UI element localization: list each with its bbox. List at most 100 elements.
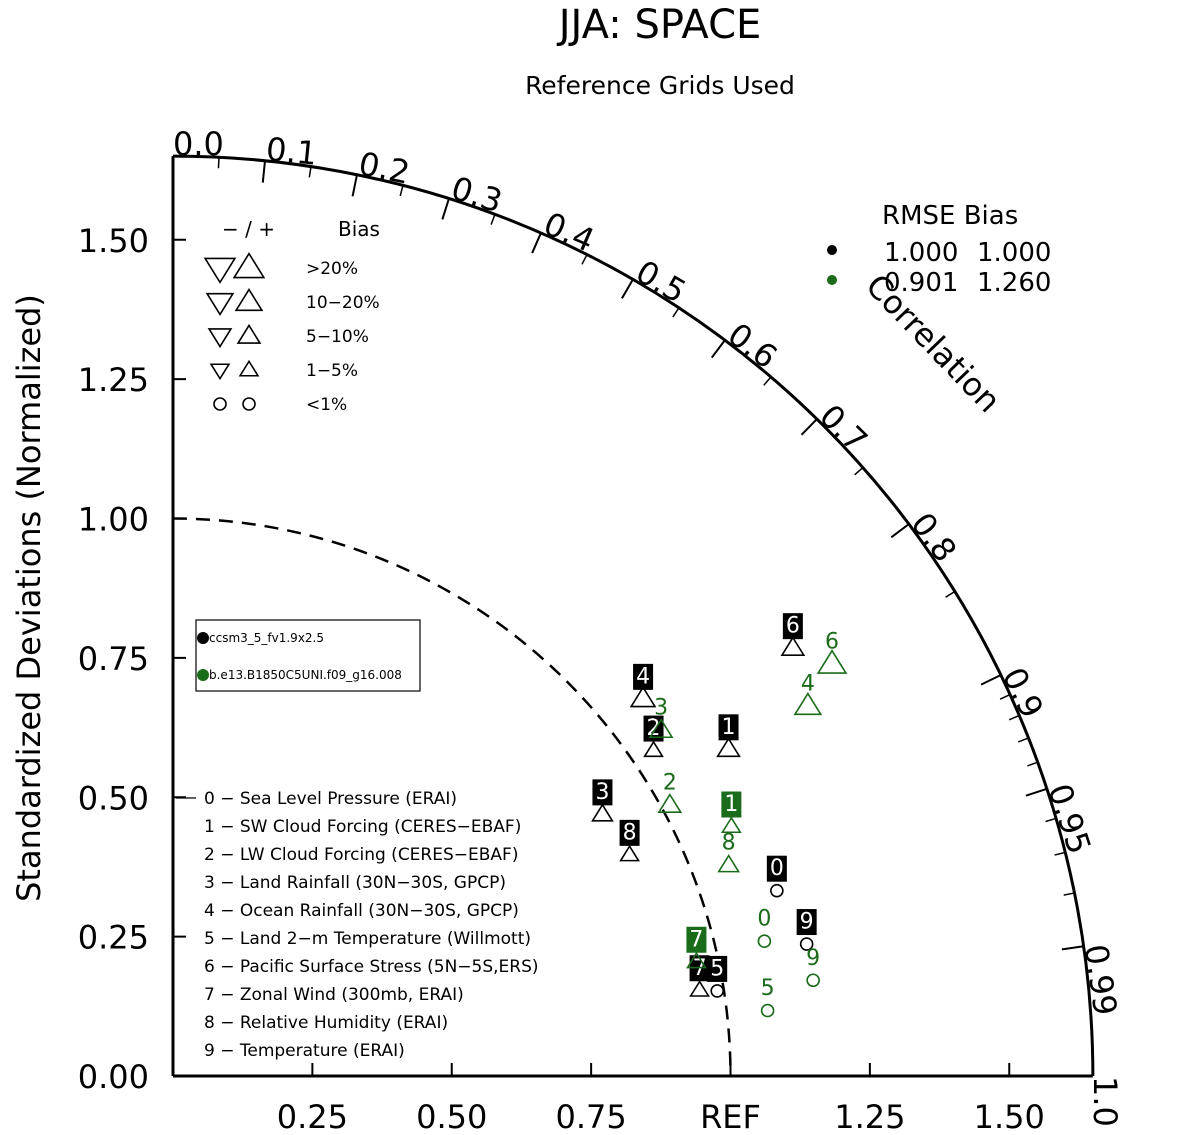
correlation-tick-label: 0.9	[995, 662, 1051, 724]
correlation-minor-tick	[217, 157, 220, 169]
correlation-tick	[621, 278, 634, 299]
point-b-e13-6: 6	[816, 630, 848, 674]
correlation-tick-label: 0.3	[447, 169, 507, 221]
bias-legend-up-triangle	[232, 252, 266, 279]
point-marker-triangle	[716, 737, 741, 758]
correlation-tick-label: 0.7	[812, 397, 875, 460]
x-tick-label: 0.75	[556, 1098, 627, 1135]
variable-label-5: 5 − Land 2−m Temperature (Willmott)	[204, 929, 531, 949]
variable-label-6: 6 − Pacific Surface Stress (5N−5S,ERS)	[204, 957, 539, 977]
variable-label-1: 1 − SW Cloud Forcing (CERES−EBAF)	[204, 817, 521, 837]
point-label: 6	[786, 614, 800, 639]
y-tick-label: 1.00	[78, 501, 149, 539]
point-marker-triangle	[619, 844, 640, 862]
point-label: 0	[757, 907, 771, 932]
point-label: 3	[654, 696, 668, 721]
x-tick-label: REF	[700, 1098, 761, 1135]
correlation-tick	[1025, 787, 1048, 797]
bias-legend-header: Bias	[338, 217, 380, 241]
reference-sd-arc	[172, 517, 732, 1077]
chart-subtitle: Reference Grids Used	[525, 71, 795, 100]
correlation-minor-tick	[672, 307, 680, 318]
point-marker-triangle	[721, 816, 742, 834]
bias-legend-row-label: 5−10%	[306, 327, 369, 347]
point-label: 5	[710, 956, 724, 981]
point-label-box	[619, 819, 640, 846]
point-label-box	[782, 613, 803, 640]
correlation-tick-label: 0.8	[903, 505, 964, 569]
point-b-e13-0: 0	[757, 907, 772, 949]
point-b-e13-3: 3	[648, 696, 674, 739]
point-marker-circle	[710, 984, 725, 998]
point-b-e13-9: 9	[806, 946, 820, 988]
correlation-minor-tick	[1063, 892, 1075, 896]
correlation-minor-tick	[763, 376, 772, 386]
y-tick-label: 0.75	[78, 640, 149, 678]
y-axis-label: Standardized Deviations (Normalized)	[10, 294, 48, 902]
correlation-tick	[351, 174, 358, 197]
bias-value: 1.260	[977, 268, 1051, 298]
point-marker-triangle	[648, 718, 674, 739]
correlation-tick-label: 0.2	[356, 144, 413, 191]
correlation-tick	[441, 198, 450, 220]
variable-label-0: 0 − Sea Level Pressure (ERAI)	[204, 789, 457, 809]
point-label: 2	[647, 716, 661, 741]
y-tick-label: 0.50	[78, 779, 149, 817]
point-marker-triangle	[717, 854, 741, 873]
point-label: 0	[770, 856, 784, 881]
correlation-minor-tick	[490, 214, 496, 225]
point-b-e13-4: 4	[793, 672, 823, 716]
bias-legend: − / + Bias >20% 10−20% 5−10% 1−5% <1%	[203, 217, 380, 415]
point-marker-triangle	[657, 793, 683, 813]
point-label: 4	[636, 664, 650, 689]
point-b-e13-7: 7	[686, 926, 707, 969]
point-marker-circle	[770, 883, 784, 898]
bias-value: 1.000	[977, 238, 1051, 268]
correlation-minor-tick	[581, 254, 588, 265]
case-legend-frame	[195, 619, 421, 692]
point-b-e13-5: 5	[760, 976, 775, 1018]
point-marker-circle	[757, 934, 772, 949]
point-marker-triangle	[629, 685, 657, 708]
bias-legend-down-triangle	[207, 328, 233, 349]
correlation-minor-tick	[399, 185, 404, 197]
correlation-minor-tick	[1045, 817, 1057, 823]
rmse-table-header: RMSE Bias	[882, 201, 1018, 231]
correlation-tick-label: 0.99	[1077, 942, 1125, 1018]
bias-legend-up-triangle	[234, 288, 264, 312]
bias-legend-circle	[242, 397, 256, 411]
bias-legend-row-label: 10−20%	[306, 293, 380, 313]
case-marker-b-e13	[197, 669, 209, 681]
point-label: 8	[722, 831, 736, 856]
point-marker-circle	[760, 1003, 775, 1018]
point-b-e13-2: 2	[657, 771, 683, 813]
point-ccsm3-0: 0	[766, 855, 787, 898]
point-ccsm3-4: 4	[629, 663, 657, 708]
point-label-box	[766, 855, 787, 882]
bias-legend-circle	[213, 397, 227, 411]
correlation-minor-tick	[854, 466, 864, 476]
point-ccsm3-1: 1	[716, 714, 741, 758]
correlation-tick-label: 1.0	[1086, 1076, 1124, 1127]
case-marker-ccsm3	[197, 632, 209, 644]
point-label: 2	[663, 771, 677, 796]
correlation-tick-label: 0.5	[629, 253, 692, 311]
correlation-minor-tick	[1008, 714, 1020, 721]
point-ccsm3-9: 9	[796, 909, 817, 951]
variable-label-2: 2 − LW Cloud Forcing (CERES−EBAF)	[204, 845, 518, 865]
correlation-minor-tick	[1017, 737, 1029, 743]
point-ccsm3-2: 2	[643, 715, 664, 758]
correlation-tick	[980, 674, 1002, 686]
rmse-value: 0.901	[884, 268, 958, 298]
x-tick-label: 1.25	[834, 1098, 905, 1135]
point-marker-triangle	[643, 740, 664, 758]
point-marker-circle	[799, 937, 814, 951]
point-label-box	[686, 926, 707, 953]
bias-legend-symbols: − / +	[222, 217, 275, 241]
point-label: 9	[800, 910, 814, 935]
bias-legend-down-triangle	[209, 363, 231, 381]
outer-arc	[172, 154, 1095, 1077]
point-marker-triangle	[793, 692, 823, 716]
